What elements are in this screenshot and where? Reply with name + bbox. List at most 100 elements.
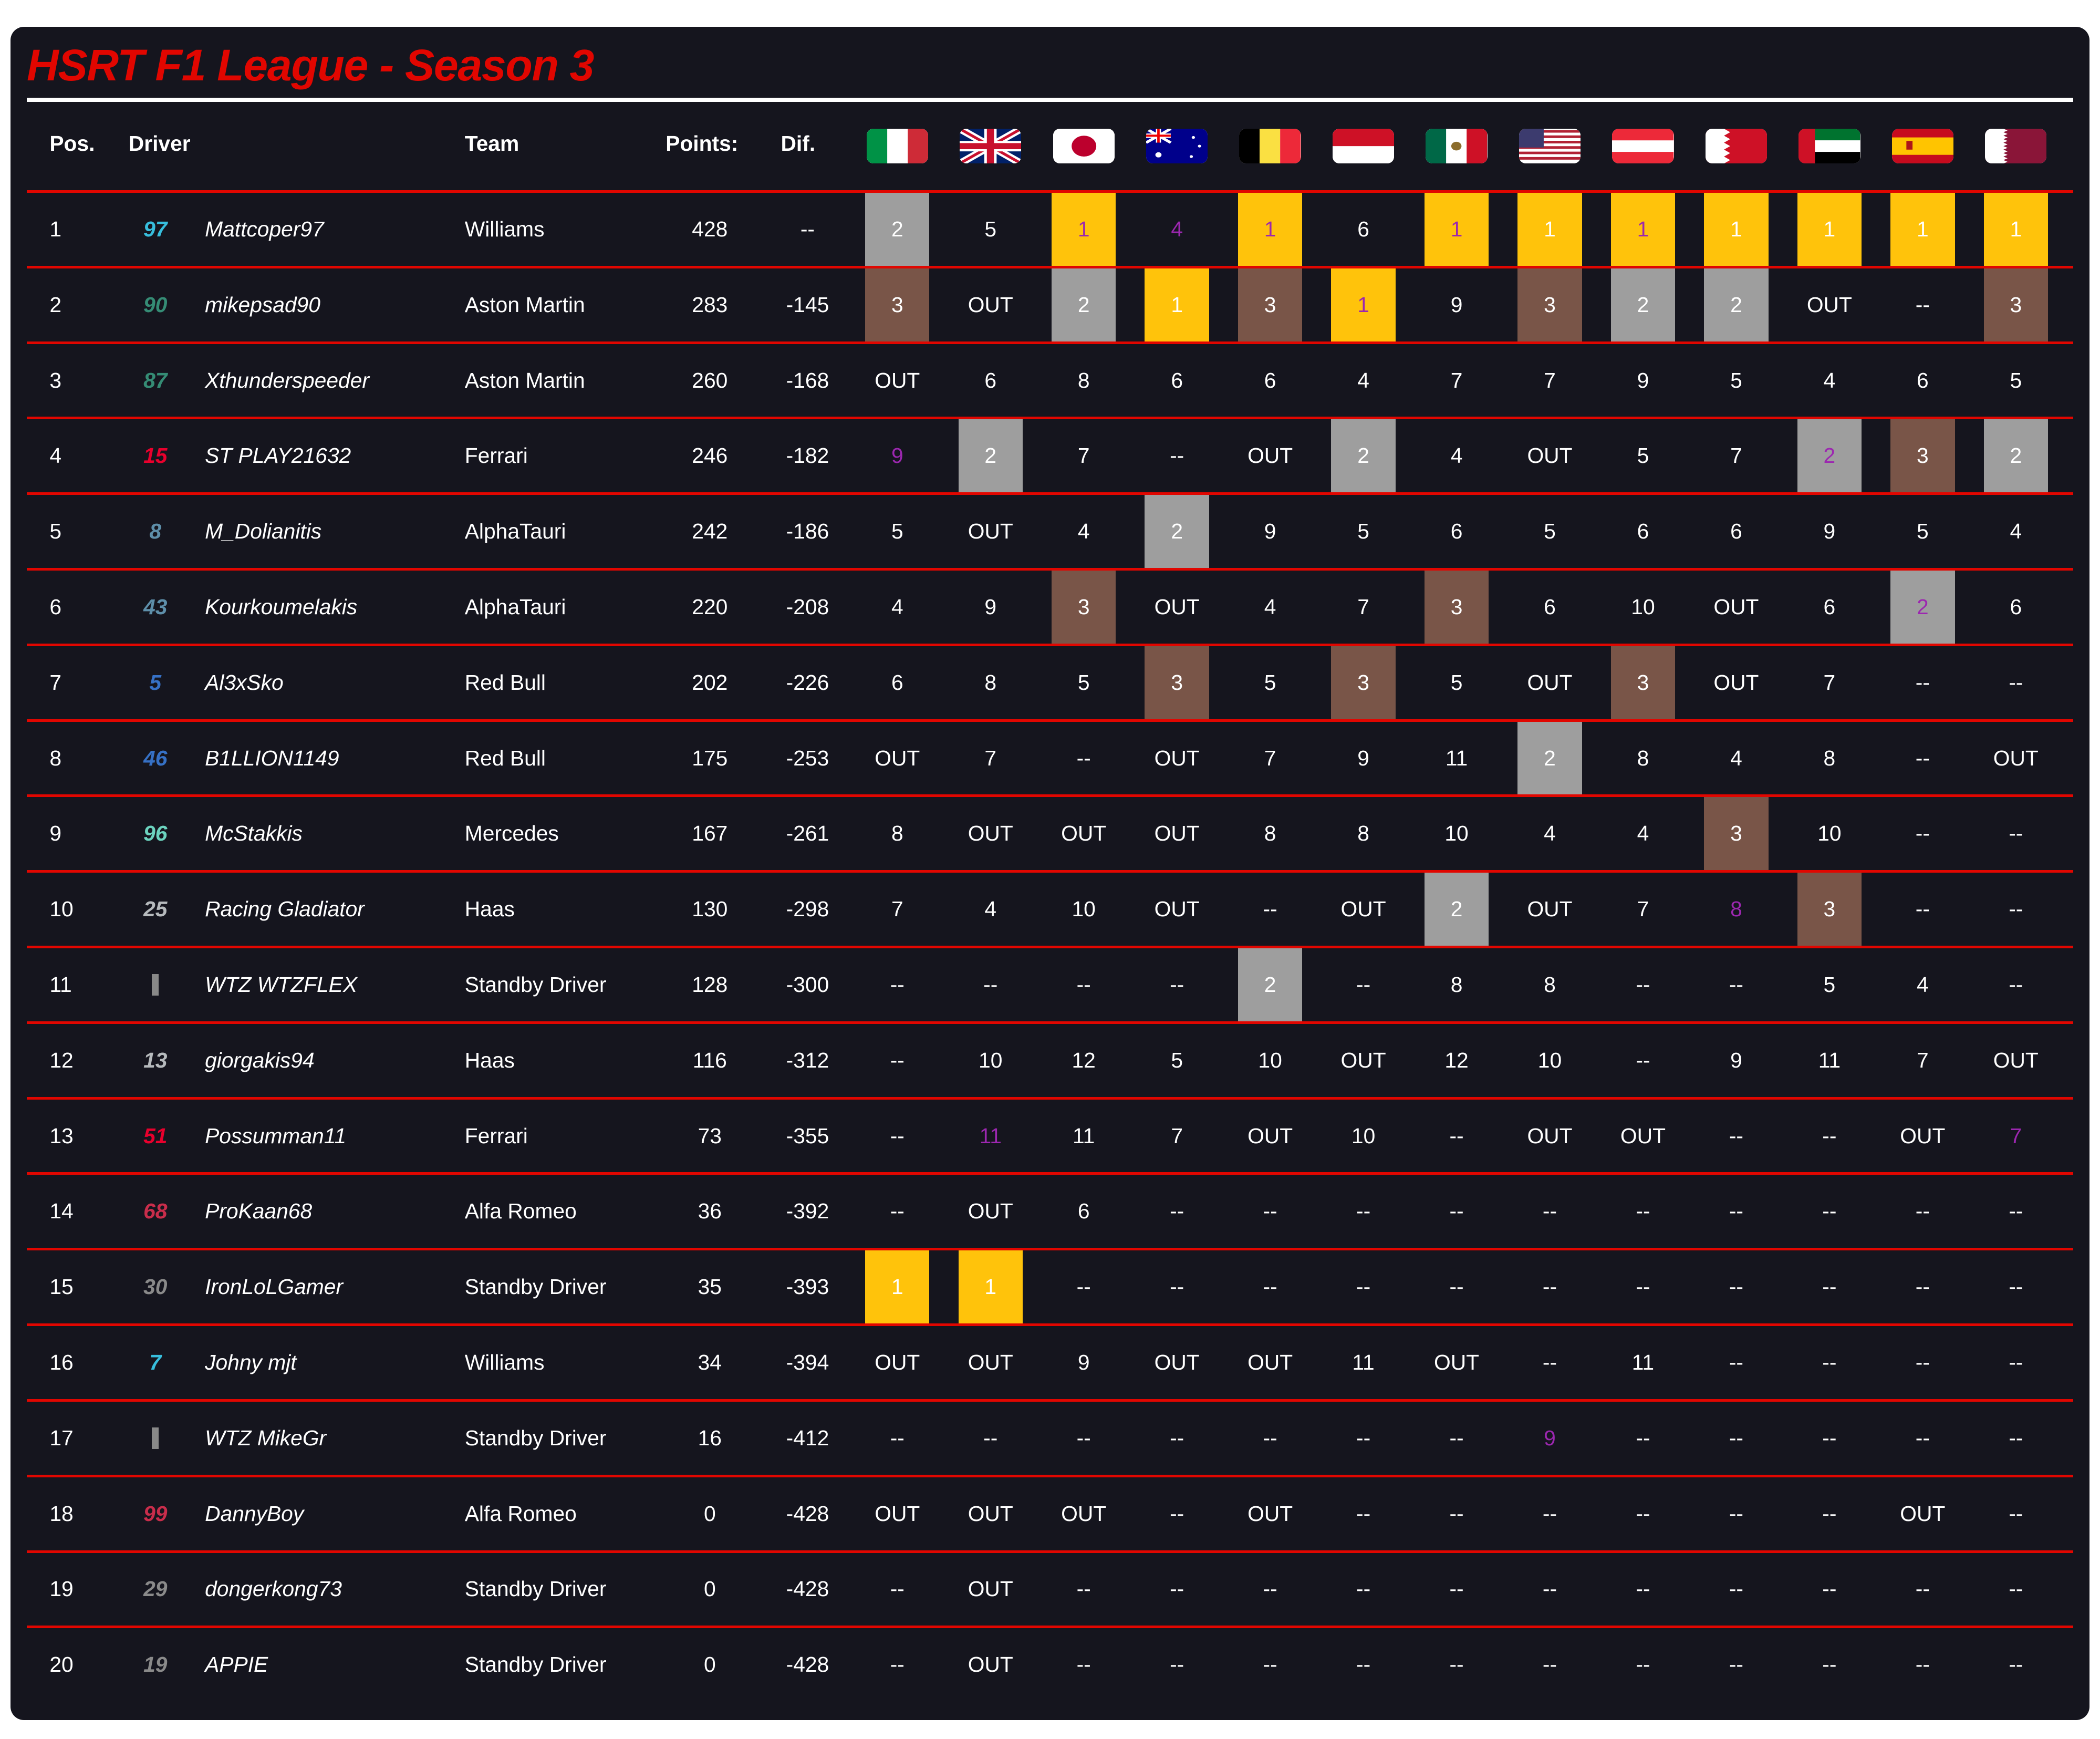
race-result: --	[2009, 1577, 2023, 1601]
standby-marker	[131, 1402, 180, 1475]
points-difference: --	[800, 216, 815, 241]
race-result: --	[1076, 1275, 1091, 1299]
race-result: 1	[865, 1250, 930, 1324]
team-name: Aston Martin	[464, 292, 585, 317]
race-result: --	[1822, 1350, 1837, 1374]
race-result: --	[1542, 1275, 1557, 1299]
race-result: 3	[1238, 268, 1303, 341]
race-result: 6	[1544, 594, 1556, 619]
position: 10	[49, 897, 74, 922]
team-name: Mercedes	[464, 821, 559, 846]
race-result: 4	[1264, 594, 1276, 619]
race-result: 3	[1610, 646, 1676, 719]
race-result: --	[1729, 1425, 1743, 1450]
race-result: --	[1729, 1123, 1743, 1148]
race-result: --	[1729, 1199, 1743, 1224]
race-result: OUT	[875, 368, 920, 392]
race-result: OUT	[1340, 1048, 1386, 1072]
race-result: 8	[1357, 821, 1369, 846]
race-result: 2	[1238, 948, 1303, 1021]
driver-name: Racing Gladiator	[205, 897, 365, 922]
race-result: --	[1729, 972, 1743, 997]
race-result: --	[1729, 1501, 1743, 1526]
race-result: 2	[865, 193, 930, 266]
points-difference: -145	[786, 292, 829, 317]
points: 130	[692, 897, 728, 922]
race-result: --	[2009, 821, 2023, 846]
driver-number: 43	[143, 594, 168, 619]
race-result: --	[2009, 1199, 2023, 1224]
race-result: 9	[1077, 1350, 1090, 1374]
race-result: --	[1822, 1577, 1837, 1601]
position: 17	[49, 1425, 74, 1450]
race-result: OUT	[1433, 1350, 1480, 1374]
race-result: 5	[1730, 368, 1742, 392]
team-name: Standby Driver	[464, 1577, 607, 1601]
race-result: --	[1822, 1501, 1837, 1526]
race-result: --	[1822, 1123, 1837, 1148]
race-result: --	[1356, 1275, 1371, 1299]
race-result: OUT	[875, 746, 920, 770]
race-result: --	[1449, 1577, 1464, 1601]
race-result: --	[1636, 1199, 1650, 1224]
driver-number: 97	[143, 216, 168, 241]
team-name: Ferrari	[464, 1123, 528, 1148]
race-result: 11	[1073, 1123, 1095, 1148]
race-result: 4	[1171, 216, 1183, 241]
race-result: 3	[1145, 646, 1209, 719]
race-result: OUT	[968, 821, 1013, 846]
team-name: Standby Driver	[464, 1652, 607, 1677]
race-result: 1	[1238, 193, 1303, 266]
race-result: --	[1636, 1048, 1650, 1072]
race-result: 4	[891, 594, 903, 619]
race-result: 6	[1730, 519, 1742, 544]
race-result: 2	[1517, 721, 1582, 795]
race-result: --	[1636, 1501, 1650, 1526]
driver-name: ProKaan68	[205, 1199, 313, 1224]
driver-name: M_Dolianitis	[205, 519, 322, 544]
bahrain-flag-icon	[1705, 128, 1768, 164]
race-result: --	[1449, 1275, 1464, 1299]
header-points: Points:	[666, 131, 739, 156]
race-result: --	[1636, 1275, 1650, 1299]
points: 116	[692, 1048, 727, 1072]
race-result: --	[1263, 1199, 1277, 1224]
standings-row: 5 8 M_Dolianitis AlphaTauri 242 -186 5 OUT 4 2 9 5 6…	[26, 492, 2073, 568]
header-pos: Pos.	[49, 131, 95, 156]
race-result: 5	[1357, 519, 1369, 544]
race-result: 3	[1704, 797, 1769, 871]
standings-row: 20 19 APPIE Standby Driver 0 -428 -- OUT -- -- -- -…	[26, 1626, 2073, 1701]
race-result: --	[1636, 1577, 1650, 1601]
points: 242	[692, 519, 728, 544]
points: 0	[703, 1577, 716, 1601]
race-result: --	[1915, 670, 1930, 695]
header-team: Team	[464, 131, 519, 156]
race-result: OUT	[1900, 1501, 1946, 1526]
race-result: --	[1263, 897, 1277, 922]
race-result: OUT	[1527, 670, 1573, 695]
race-result: 1	[1145, 268, 1209, 341]
driver-name: dongerkong73	[205, 1577, 342, 1601]
race-result: --	[983, 972, 998, 997]
race-result: --	[1915, 897, 1930, 922]
race-result: 10	[1444, 821, 1469, 846]
points-difference: -428	[786, 1652, 829, 1677]
points-difference: -208	[786, 594, 829, 619]
position: 11	[49, 972, 72, 997]
italy-flag-icon	[866, 128, 928, 164]
team-name: Alfa Romeo	[464, 1501, 577, 1526]
points-difference: -226	[786, 670, 829, 695]
race-result: OUT	[1806, 292, 1852, 317]
race-result: 7	[891, 897, 903, 922]
race-result: --	[2009, 1652, 2023, 1677]
race-result: --	[1915, 1275, 1930, 1299]
driver-name: Possumman11	[205, 1123, 347, 1148]
race-result: OUT	[1247, 443, 1293, 468]
race-result: OUT	[875, 1350, 920, 1374]
points: 283	[692, 292, 728, 317]
japan-flag-icon	[1053, 128, 1115, 164]
australia-flag-icon	[1146, 128, 1208, 164]
driver-name: Johny mjt	[205, 1350, 297, 1374]
header-driver: Driver	[128, 131, 191, 156]
